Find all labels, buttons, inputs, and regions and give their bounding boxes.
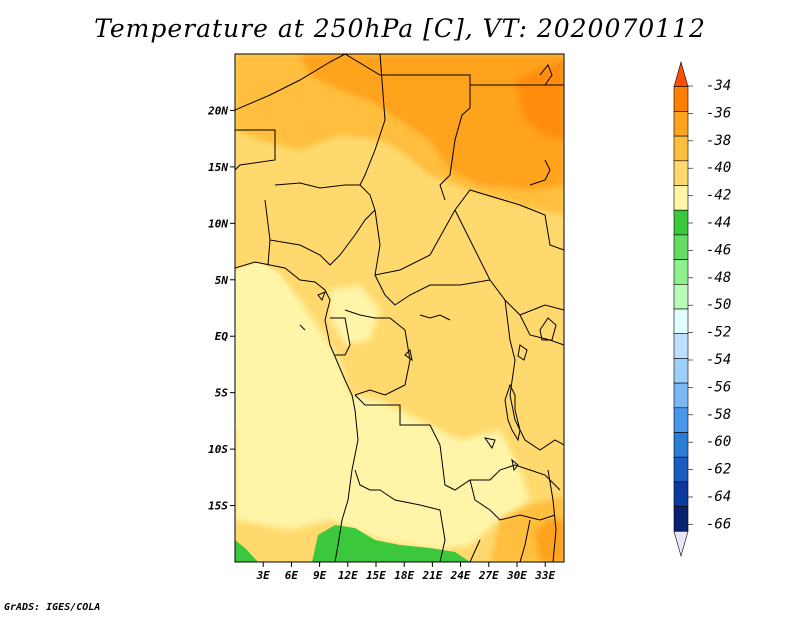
colorbar-label: -34 bbox=[706, 78, 731, 94]
chart-title: Temperature at 250hPa [C], VT: 202007011… bbox=[94, 14, 706, 43]
colorbar-label: -40 bbox=[706, 160, 731, 176]
lon-tick-label: 27E bbox=[478, 569, 499, 582]
colorbar-label: -46 bbox=[706, 242, 731, 258]
colorbar-swatch bbox=[673, 111, 689, 137]
lon-tick-label: 24E bbox=[450, 569, 471, 582]
colorbar-label: -36 bbox=[706, 105, 731, 121]
colorbar-swatch bbox=[673, 456, 689, 483]
lon-tick-label: 15E bbox=[366, 569, 386, 582]
lon-tick-label: 3E bbox=[256, 569, 271, 582]
lat-tick-label: 5S bbox=[215, 387, 229, 400]
country-borders bbox=[235, 54, 564, 562]
colorbar-label: -38 bbox=[706, 133, 731, 149]
colorbar-swatch bbox=[673, 481, 689, 507]
colorbar-swatch bbox=[673, 135, 689, 162]
lat-tick-label: 10N bbox=[208, 217, 228, 230]
colorbar-bottom-arrow bbox=[673, 530, 689, 558]
colorbar-label: -66 bbox=[706, 516, 731, 532]
colorbar-label: -64 bbox=[706, 489, 731, 505]
temperature-field bbox=[235, 54, 564, 562]
colorbar-swatch bbox=[673, 432, 689, 458]
lon-tick-label: 18E bbox=[394, 569, 414, 582]
lon-tick-label: 6E bbox=[285, 569, 299, 582]
lat-tick-label: 15S bbox=[208, 500, 228, 513]
colorbar-label: -54 bbox=[706, 352, 731, 368]
lon-tick-label: 9E bbox=[313, 569, 327, 582]
colorbar: -34 -36 -38 -40 -42 -44 -46 -48 -50 -52 -54 -56 -58 -… bbox=[673, 60, 731, 558]
colorbar-swatch bbox=[673, 283, 689, 310]
colorbar-swatch bbox=[673, 333, 689, 359]
colorbar-swatch bbox=[673, 382, 689, 409]
lat-tick-label: 15N bbox=[208, 161, 228, 174]
colorbar-top-arrow bbox=[673, 60, 689, 87]
lon-tick-label: 30E bbox=[506, 569, 527, 582]
map-frame bbox=[234, 53, 565, 563]
colorbar-label: -44 bbox=[706, 215, 731, 231]
lat-tick-label: 10S bbox=[208, 443, 228, 456]
latitude-axis: 20N 15N 10N 5N EQ 5S 10S 15S bbox=[207, 104, 235, 513]
colorbar-label: -56 bbox=[706, 379, 731, 395]
lon-tick-label: 21E bbox=[421, 569, 442, 582]
colorbar-label: -62 bbox=[706, 462, 731, 478]
colorbar-swatch bbox=[673, 358, 689, 384]
lon-tick-label: 33E bbox=[534, 569, 555, 582]
colorbar-label: -60 bbox=[706, 434, 731, 450]
colorbar-swatch bbox=[673, 308, 689, 335]
colorbar-swatch bbox=[673, 185, 689, 211]
lat-tick-label: 5N bbox=[215, 274, 229, 287]
lon-tick-label: 12E bbox=[338, 569, 358, 582]
longitude-axis: 3E 6E 9E 12E 15E 18E 21E 24E 27E 30E 33E bbox=[256, 562, 556, 582]
lat-tick-label: EQ bbox=[215, 330, 229, 343]
colorbar-label: -50 bbox=[706, 297, 731, 313]
colorbar-label: -52 bbox=[706, 325, 731, 341]
colorbar-label: -58 bbox=[706, 407, 731, 423]
colorbar-swatch bbox=[673, 209, 689, 236]
colorbar-swatch bbox=[673, 86, 689, 112]
colorbar-swatch bbox=[673, 506, 689, 532]
colorbar-swatch bbox=[673, 259, 689, 285]
colorbar-label: -42 bbox=[706, 188, 731, 204]
colorbar-swatch bbox=[673, 160, 689, 186]
colorbar-swatch bbox=[673, 234, 689, 260]
lat-tick-label: 20N bbox=[207, 104, 228, 117]
colorbar-label: -48 bbox=[706, 270, 731, 286]
grads-credit: GrADS: IGES/COLA bbox=[4, 602, 101, 613]
colorbar-swatch bbox=[673, 407, 689, 433]
